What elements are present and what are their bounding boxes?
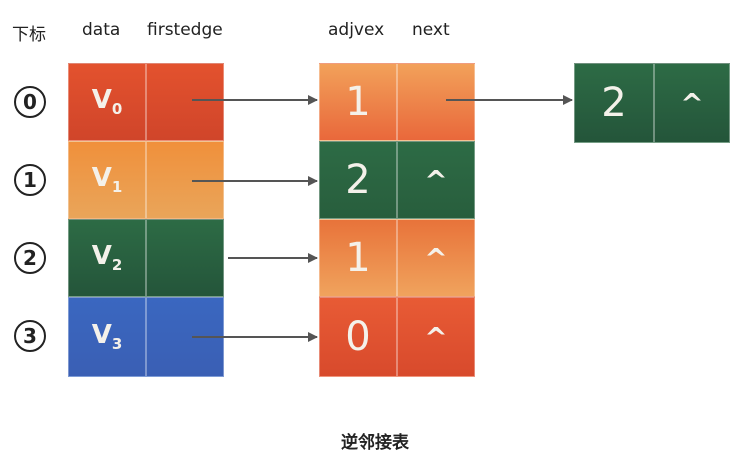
header-index: 下标 — [12, 25, 46, 45]
header-firstedge: firstedge — [147, 20, 223, 40]
edge-next-0 — [397, 63, 475, 141]
index-circle-1: 1 — [14, 164, 46, 196]
vertex-data-3: V3 — [68, 297, 146, 377]
vertex-label-0: V0 — [91, 85, 123, 119]
vertex-data-2: V2 — [68, 219, 146, 297]
header-data: data — [82, 20, 121, 40]
vertex-data-1: V1 — [68, 141, 146, 219]
vertex-label-3: V3 — [91, 320, 123, 354]
vertex-firstedge-2 — [146, 219, 224, 297]
vertex-firstedge-0 — [146, 63, 224, 141]
diagram-caption: 逆邻接表 — [341, 433, 409, 453]
header-next: next — [412, 20, 450, 40]
header-adjvex: adjvex — [328, 20, 385, 40]
vertex-label-1: V1 — [91, 163, 123, 197]
index-circle-0: 0 — [14, 86, 46, 118]
edge-adjvex-1: 2 — [319, 141, 397, 219]
index-circle-2: 2 — [14, 242, 46, 274]
edge-next-1: ^ — [397, 141, 475, 219]
extra-node-next: ^ — [654, 63, 730, 143]
edge-adjvex-2: 1 — [319, 219, 397, 297]
edge-next-2: ^ — [397, 219, 475, 297]
vertex-data-0: V0 — [68, 63, 146, 141]
edge-next-3: ^ — [397, 297, 475, 377]
extra-node-adjvex: 2 — [574, 63, 654, 143]
edge-adjvex-0: 1 — [319, 63, 397, 141]
vertex-label-2: V2 — [91, 241, 123, 275]
index-circle-3: 3 — [14, 320, 46, 352]
edge-adjvex-3: 0 — [319, 297, 397, 377]
